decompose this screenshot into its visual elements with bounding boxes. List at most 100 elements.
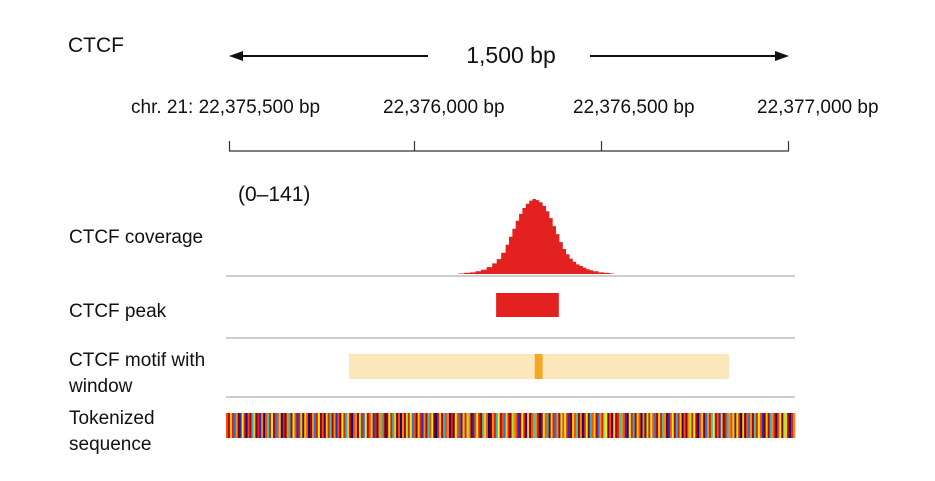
token-cell	[300, 413, 303, 438]
token-cell	[313, 413, 317, 438]
token-cell	[585, 413, 589, 438]
token-cell	[304, 413, 307, 438]
token-cell	[263, 413, 266, 438]
token-cell	[378, 413, 381, 438]
token-cell	[771, 413, 774, 438]
token-cell	[619, 413, 622, 438]
token-cell	[542, 413, 546, 438]
token-cell	[744, 413, 747, 438]
token-cell	[513, 413, 516, 438]
token-cell	[489, 413, 493, 438]
token-cell	[671, 413, 675, 438]
token-cell	[429, 413, 432, 438]
token-cell	[538, 413, 542, 438]
token-cell	[599, 413, 602, 438]
token-cell	[552, 413, 555, 438]
token-cell	[355, 413, 358, 438]
token-cell	[724, 413, 727, 438]
token-cell	[298, 413, 301, 438]
token-cell	[556, 413, 559, 438]
token-cell	[679, 413, 682, 438]
token-cell	[325, 413, 328, 438]
token-cell	[708, 413, 712, 438]
token-cell	[777, 413, 780, 438]
token-cell	[327, 413, 330, 438]
token-cell	[748, 413, 751, 438]
token-cell	[532, 413, 536, 438]
token-cell	[347, 413, 350, 438]
token-cell	[781, 413, 784, 438]
token-cell	[560, 413, 563, 438]
token-cell	[282, 413, 285, 438]
token-cell	[468, 413, 471, 438]
token-cell	[734, 413, 737, 438]
token-cell	[620, 413, 624, 438]
token-cell	[587, 413, 590, 438]
token-cell	[435, 413, 438, 438]
token-cell	[241, 413, 244, 438]
token-cell	[312, 413, 315, 438]
token-cell	[683, 413, 686, 438]
token-cell	[714, 413, 718, 438]
token-cell	[446, 413, 450, 438]
token-cell	[650, 413, 653, 438]
token-cell	[253, 413, 256, 438]
token-cell	[611, 413, 614, 438]
token-cell	[366, 413, 370, 438]
token-cell	[382, 413, 385, 438]
token-cell	[380, 413, 383, 438]
token-cell	[398, 413, 401, 438]
token-cell	[392, 413, 395, 438]
token-cell	[568, 413, 571, 438]
token-cell	[546, 413, 549, 438]
token-cell	[351, 413, 354, 438]
token-cell	[226, 413, 229, 438]
token-cell	[372, 413, 375, 438]
token-cell	[593, 413, 596, 438]
token-cell	[353, 413, 356, 438]
token-cell	[458, 413, 461, 438]
token-cell	[227, 413, 231, 438]
token-cell	[705, 413, 708, 438]
token-cell	[290, 413, 293, 438]
token-cell	[278, 413, 282, 438]
token-cell	[703, 413, 706, 438]
token-cell	[787, 413, 790, 438]
token-cell	[243, 413, 246, 438]
span-arrow-left-head	[229, 51, 243, 61]
peak-bar	[496, 293, 559, 317]
coordinate-label: 22,376,000 bp	[383, 97, 505, 118]
token-cell	[658, 413, 661, 438]
token-cell	[239, 413, 242, 438]
token-cell	[779, 413, 782, 438]
token-cell	[480, 413, 483, 438]
span-arrow-right-head	[775, 51, 789, 61]
token-cell	[450, 413, 454, 438]
token-cell	[757, 413, 761, 438]
token-cell	[755, 413, 759, 438]
token-cell	[286, 413, 289, 438]
token-cell	[360, 413, 364, 438]
token-cell	[486, 413, 489, 438]
token-cell	[517, 413, 520, 438]
token-cell	[519, 413, 522, 438]
token-cell	[413, 413, 416, 438]
token-cell	[632, 413, 635, 438]
motif-site	[534, 354, 543, 379]
token-cell	[470, 413, 473, 438]
token-cell	[407, 413, 411, 438]
token-cell	[613, 413, 616, 438]
token-cell	[579, 413, 583, 438]
token-cell	[566, 413, 569, 438]
token-cell	[746, 413, 749, 438]
token-cell	[540, 413, 544, 438]
token-cell	[292, 413, 295, 438]
token-cell	[644, 413, 647, 438]
token-cell	[624, 413, 628, 438]
token-cell	[284, 413, 287, 438]
token-cell	[753, 413, 757, 438]
token-cell	[448, 413, 452, 438]
token-cell	[577, 413, 581, 438]
token-cell	[376, 413, 379, 438]
token-cell	[257, 413, 260, 438]
